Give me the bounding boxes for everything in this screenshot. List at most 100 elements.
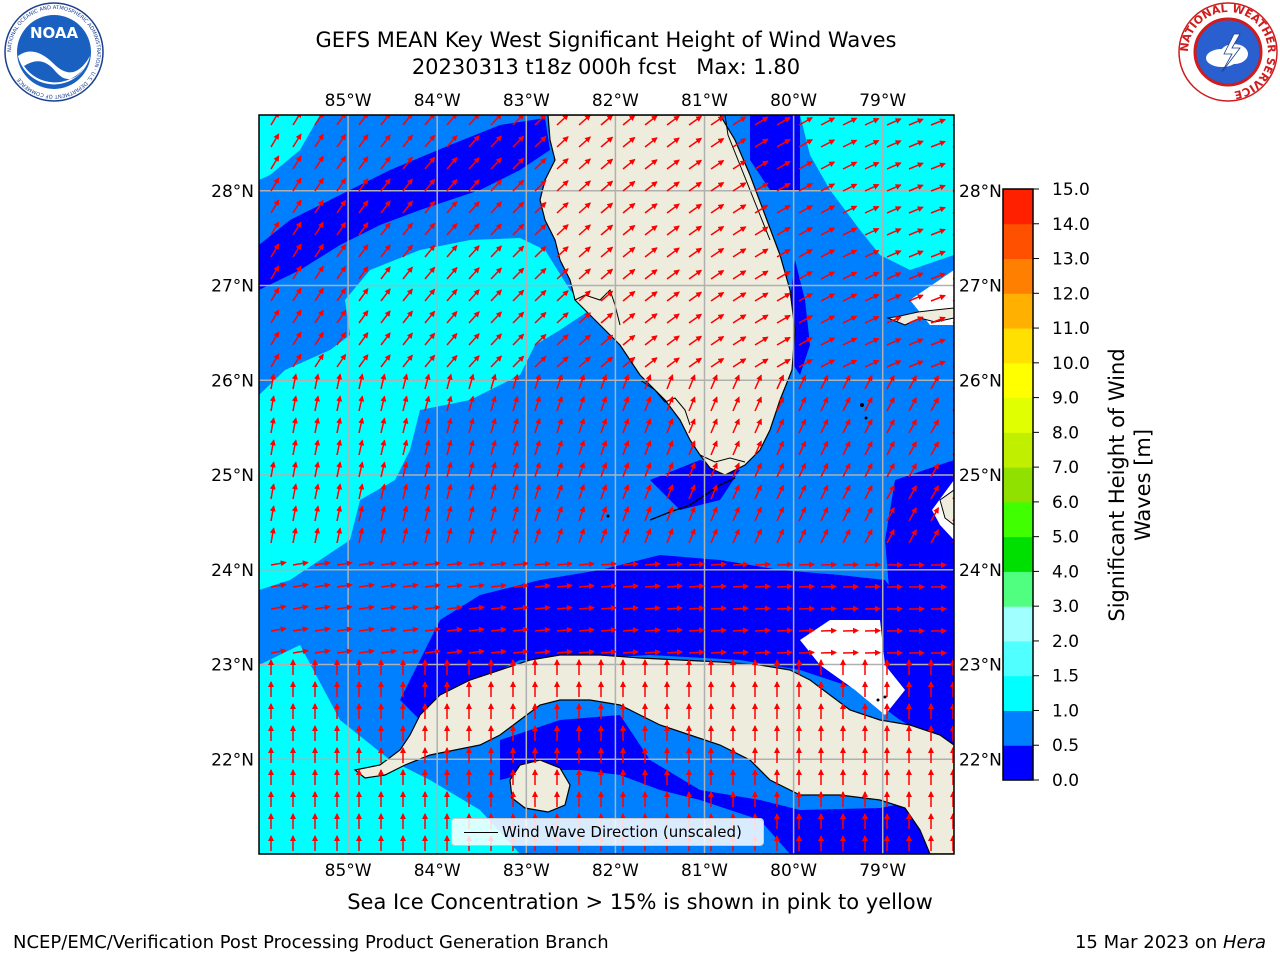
wave-direction-arrow — [776, 440, 784, 456]
lat-tick-label-right: 22°N — [959, 750, 1002, 770]
wave-direction-arrow — [908, 360, 924, 368]
wave-direction-arrow — [732, 248, 747, 258]
wave-direction-arrow — [864, 139, 880, 148]
wave-direction-arrow — [666, 247, 680, 258]
wave-direction-arrow — [688, 269, 703, 280]
wave-direction-arrow — [534, 355, 547, 368]
wave-direction-arrow — [556, 439, 564, 456]
wave-direction-arrow — [446, 604, 463, 611]
wave-direction-arrow — [688, 583, 705, 590]
wave-direction-arrow — [424, 604, 441, 611]
wave-direction-arrow — [402, 461, 409, 478]
colorbar-swatch — [1003, 501, 1033, 538]
wave-direction-arrow — [424, 332, 436, 346]
wave-direction-arrow — [578, 627, 595, 634]
wave-direction-arrow — [710, 335, 725, 346]
wave-direction-arrow — [358, 266, 369, 280]
wave-direction-arrow — [644, 484, 652, 500]
wave-direction-arrow — [314, 604, 331, 611]
wave-direction-arrow — [776, 418, 784, 434]
wave-direction-arrow — [512, 115, 525, 126]
wave-direction-arrow — [380, 626, 397, 633]
wave-direction-arrow — [886, 462, 895, 478]
wave-direction-arrow — [732, 506, 740, 522]
wave-direction-arrow — [666, 159, 680, 170]
wave-direction-arrow — [732, 160, 747, 170]
wave-direction-arrow — [512, 483, 519, 500]
wave-direction-arrow — [732, 528, 740, 544]
wave-direction-arrow — [314, 331, 324, 346]
wave-direction-arrow — [468, 560, 485, 567]
wave-direction-arrow — [292, 155, 302, 170]
wave-direction-arrow — [446, 373, 453, 390]
lon-tick-label-top: 82°W — [592, 91, 639, 111]
wave-direction-arrow — [314, 199, 324, 214]
wave-direction-arrow — [666, 137, 680, 148]
wave-direction-arrow — [798, 440, 807, 456]
lon-tick-label-top: 79°W — [859, 91, 906, 111]
noaa-logo: NOAA NATIONAL OCEANIC AND ATMOSPHERIC AD… — [4, 2, 104, 102]
wave-direction-arrow — [732, 358, 747, 368]
wave-direction-arrow — [512, 157, 525, 170]
wave-direction-arrow — [468, 223, 480, 236]
wave-direction-arrow — [512, 626, 529, 633]
wave-direction-arrow — [908, 396, 917, 412]
lon-tick-label-bottom: 85°W — [325, 861, 372, 881]
wave-direction-arrow — [930, 419, 940, 434]
wave-direction-arrow — [490, 582, 507, 589]
wave-direction-arrow — [424, 483, 431, 500]
wave-direction-arrow — [842, 139, 858, 148]
wave-direction-arrow — [622, 312, 636, 324]
wave-direction-arrow — [864, 418, 873, 434]
wave-direction-arrow — [622, 202, 636, 214]
wave-direction-arrow — [336, 221, 347, 236]
wave-direction-arrow — [842, 117, 858, 126]
wave-direction-arrow — [908, 228, 924, 236]
colorbar-swatch — [1003, 258, 1033, 294]
wave-direction-arrow — [952, 299, 954, 302]
wave-direction-arrow — [292, 243, 302, 258]
wave-direction-arrow — [270, 287, 280, 302]
wave-direction-arrow — [842, 249, 858, 258]
wave-direction-arrow — [754, 292, 769, 302]
wave-direction-arrow — [776, 528, 784, 544]
wave-direction-arrow — [578, 417, 586, 434]
wave-direction-arrow — [291, 373, 298, 390]
wave-direction-arrow — [291, 417, 298, 434]
wave-direction-arrow — [798, 249, 814, 258]
wave-direction-arrow — [468, 355, 480, 368]
wave-direction-arrow — [710, 418, 718, 434]
wave-direction-arrow — [512, 505, 519, 522]
colorbar-tick-label: 9.0 — [1052, 389, 1079, 409]
wave-direction-arrow — [710, 605, 727, 612]
wave-direction-arrow — [556, 268, 569, 280]
wave-direction-arrow — [644, 583, 661, 590]
wave-direction-arrow — [710, 528, 718, 544]
wave-direction-arrow — [336, 395, 343, 412]
wave-direction-arrow — [842, 293, 858, 302]
wave-direction-arrow — [512, 417, 519, 434]
colorbar-swatch — [1003, 397, 1033, 433]
wave-direction-arrow — [314, 527, 320, 544]
lon-tick-label-bottom: 80°W — [770, 861, 817, 881]
lon-tick-label-bottom: 83°W — [503, 861, 550, 881]
wave-direction-arrow — [754, 204, 769, 214]
wave-direction-arrow — [798, 359, 814, 368]
colorbar-tick-label: 8.0 — [1052, 423, 1079, 443]
wave-direction-arrow — [512, 223, 525, 236]
lon-tick-label-top: 80°W — [770, 91, 817, 111]
wave-direction-arrow — [269, 395, 276, 412]
wave-direction-arrow — [908, 338, 924, 346]
wave-direction-arrow — [952, 123, 954, 126]
wave-direction-arrow — [380, 648, 397, 655]
wave-direction-arrow — [666, 605, 683, 612]
wave-direction-arrow — [688, 627, 705, 634]
wave-direction-arrow — [468, 648, 485, 655]
wave-direction-arrow — [820, 374, 829, 390]
wave-direction-arrow — [446, 395, 453, 412]
wave-direction-arrow — [688, 374, 696, 390]
wave-direction-arrow — [336, 560, 353, 567]
wave-direction-arrow — [314, 133, 324, 148]
shelf-cyan-sw — [259, 645, 520, 854]
